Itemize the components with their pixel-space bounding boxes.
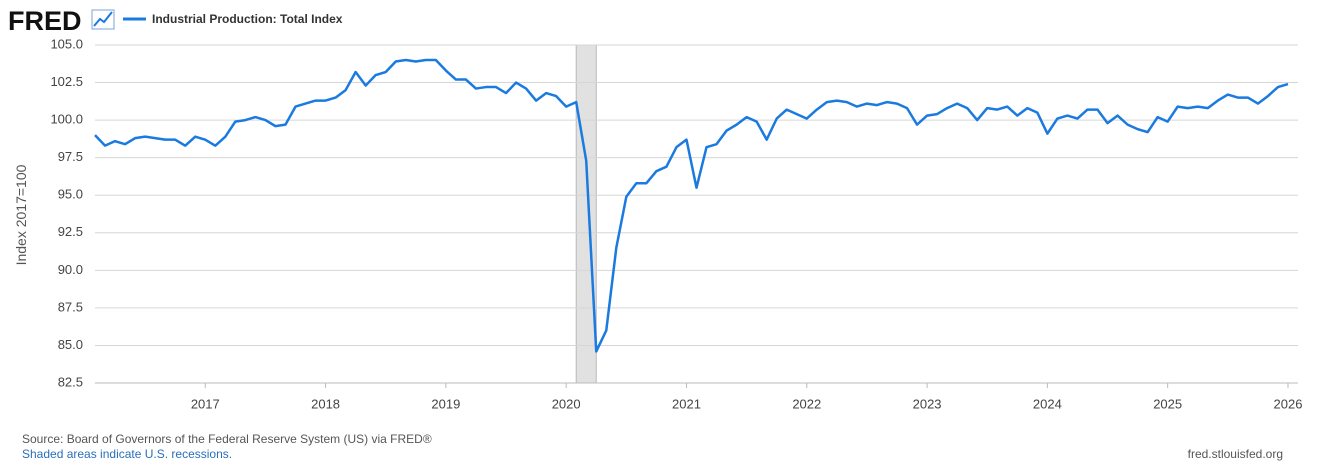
y-tick-label: 92.5	[58, 224, 83, 239]
legend-label: Industrial Production: Total Index	[152, 12, 343, 26]
y-tick-label: 100.0	[50, 112, 83, 127]
x-tick-label: 2020	[552, 396, 581, 411]
x-tick-label: 2017	[191, 396, 220, 411]
recession-shade	[575, 44, 597, 384]
logo-icon	[91, 9, 115, 30]
y-axis-label: Index 2017=100	[13, 164, 29, 265]
recession-note[interactable]: Shaded areas indicate U.S. recessions.	[22, 447, 232, 461]
y-tick-label: 90.0	[58, 262, 83, 277]
x-tick-label: 2023	[913, 396, 942, 411]
x-tick-label: 2026	[1274, 396, 1303, 411]
y-tick-label: 85.0	[58, 337, 83, 352]
y-tick-label: 87.5	[58, 299, 83, 314]
x-tick-label: 2025	[1153, 396, 1182, 411]
logo: FRED	[8, 6, 82, 36]
y-tick-label: 97.5	[58, 149, 83, 164]
site-link[interactable]: fred.stlouisfed.org	[1188, 447, 1283, 461]
source: Source: Board of Governors of the Federa…	[22, 432, 432, 446]
y-tick-label: 82.5	[58, 374, 83, 389]
y-tick-label: 102.5	[50, 74, 83, 89]
x-tick-label: 2021	[672, 396, 701, 411]
y-tick-label: 105.0	[50, 36, 83, 51]
x-tick-label: 2024	[1033, 396, 1062, 411]
x-tick-label: 2022	[792, 396, 821, 411]
x-tick-label: 2018	[311, 396, 340, 411]
series-line	[94, 58, 1289, 353]
x-tick-label: 2019	[431, 396, 460, 411]
y-tick-label: 95.0	[58, 187, 83, 202]
